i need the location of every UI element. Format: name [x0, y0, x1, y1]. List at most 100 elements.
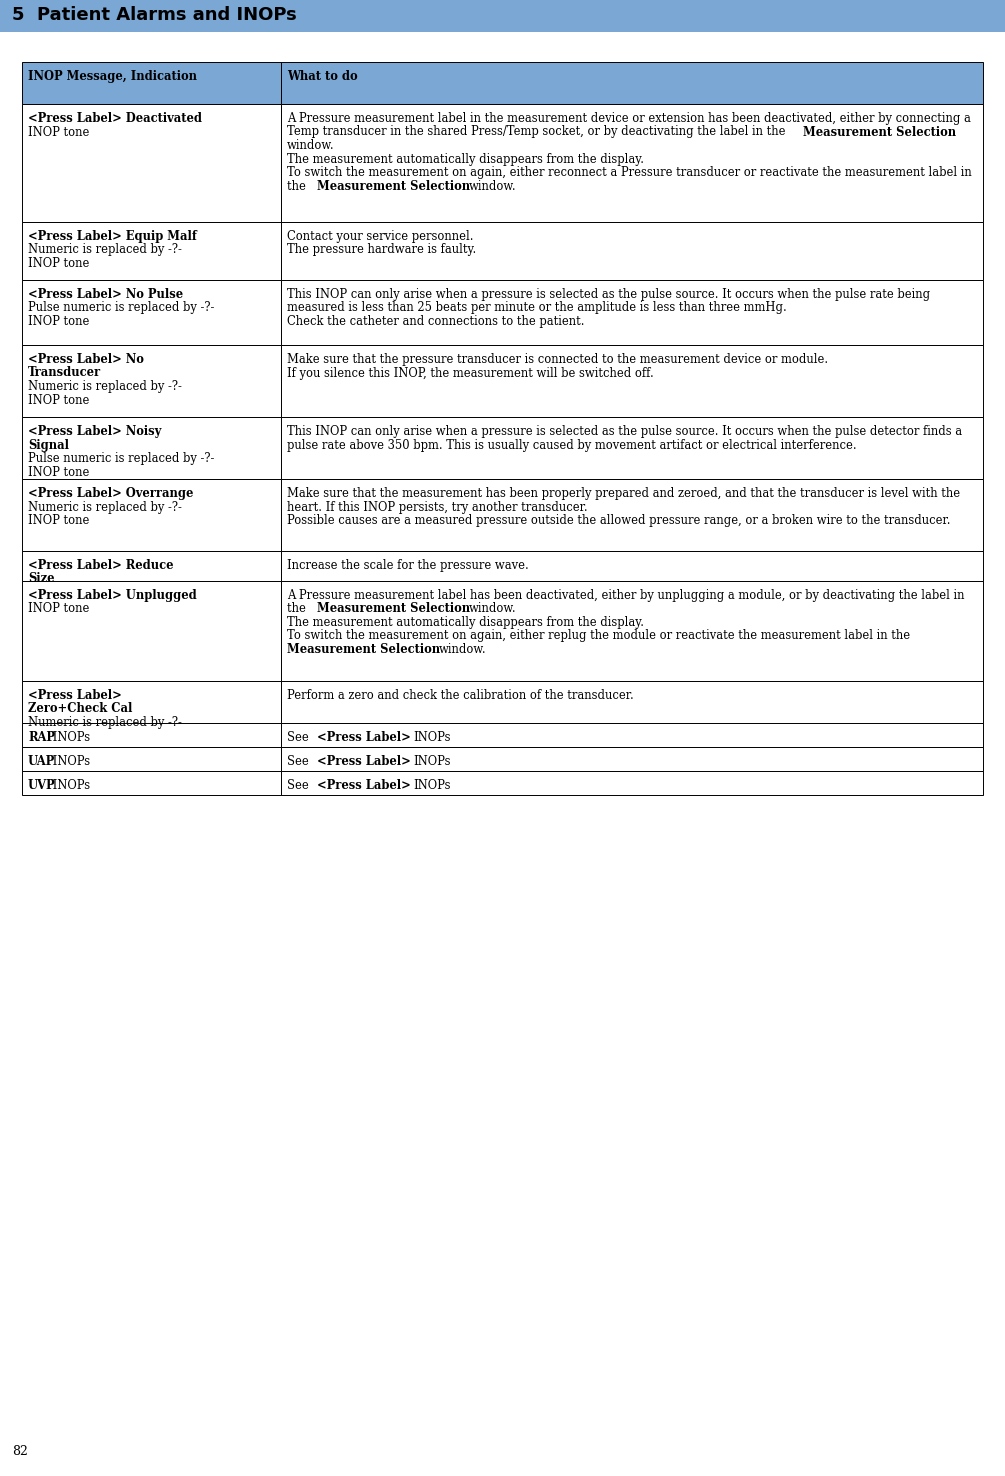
Text: INOP tone: INOP tone	[28, 514, 89, 527]
Text: If you silence this INOP, the measurement will be switched off.: If you silence this INOP, the measuremen…	[287, 366, 653, 379]
Text: the: the	[287, 180, 314, 192]
Text: window.: window.	[469, 180, 517, 192]
FancyBboxPatch shape	[22, 103, 281, 221]
Text: Temp transducer in the shared Press/Temp socket, or by deactivating the label in: Temp transducer in the shared Press/Temp…	[287, 125, 793, 139]
Text: Pulse numeric is replaced by -?-: Pulse numeric is replaced by -?-	[28, 301, 214, 314]
FancyBboxPatch shape	[281, 582, 983, 680]
Text: Numeric is replaced by -?-: Numeric is replaced by -?-	[28, 244, 182, 257]
Text: INOPs: INOPs	[414, 779, 451, 793]
Text: measured is less than 25 beats per minute or the amplitude is less than three mm: measured is less than 25 beats per minut…	[287, 301, 787, 314]
Text: <Press Label> No: <Press Label> No	[28, 353, 144, 366]
Text: <Press Label> No Pulse: <Press Label> No Pulse	[28, 288, 183, 301]
Text: Possible causes are a measured pressure outside the allowed pressure range, or a: Possible causes are a measured pressure …	[287, 514, 951, 527]
FancyBboxPatch shape	[22, 418, 281, 480]
Text: INOPs: INOPs	[414, 731, 451, 744]
Text: INOPs: INOPs	[49, 756, 89, 768]
Text: INOP tone: INOP tone	[28, 257, 89, 270]
Text: Measurement Selection: Measurement Selection	[287, 644, 444, 655]
Text: Pulse numeric is replaced by -?-: Pulse numeric is replaced by -?-	[28, 452, 214, 465]
FancyBboxPatch shape	[281, 62, 983, 103]
FancyBboxPatch shape	[22, 280, 281, 345]
Text: The measurement automatically disappears from the display.: The measurement automatically disappears…	[287, 615, 644, 629]
Text: window.: window.	[287, 139, 335, 152]
Text: Make sure that the pressure transducer is connected to the measurement device or: Make sure that the pressure transducer i…	[287, 353, 828, 366]
Text: A Pressure measurement label in the measurement device or extension has been dea: A Pressure measurement label in the meas…	[287, 112, 971, 125]
Text: <Press Label>: <Press Label>	[317, 731, 415, 744]
Text: Make sure that the measurement has been properly prepared and zeroed, and that t: Make sure that the measurement has been …	[287, 487, 960, 500]
FancyBboxPatch shape	[22, 221, 281, 280]
Text: Increase the scale for the pressure wave.: Increase the scale for the pressure wave…	[287, 559, 529, 573]
Text: The pressure hardware is faulty.: The pressure hardware is faulty.	[287, 244, 476, 257]
Text: Numeric is replaced by -?-: Numeric is replaced by -?-	[28, 716, 182, 729]
Text: See: See	[287, 779, 316, 793]
FancyBboxPatch shape	[22, 551, 281, 582]
FancyBboxPatch shape	[22, 62, 281, 103]
FancyBboxPatch shape	[22, 747, 281, 770]
Text: 82: 82	[12, 1445, 28, 1458]
FancyBboxPatch shape	[22, 723, 281, 747]
Text: Measurement Selection: Measurement Selection	[317, 180, 474, 192]
Text: INOP Message, Indication: INOP Message, Indication	[28, 69, 197, 83]
FancyBboxPatch shape	[22, 680, 281, 723]
Text: What to do: What to do	[287, 69, 358, 83]
Text: INOP tone: INOP tone	[28, 465, 89, 478]
Text: INOPs: INOPs	[414, 756, 451, 768]
Text: Perform a zero and check the calibration of the transducer.: Perform a zero and check the calibration…	[287, 689, 634, 703]
Text: UVP: UVP	[28, 779, 55, 793]
FancyBboxPatch shape	[22, 345, 281, 418]
FancyBboxPatch shape	[281, 345, 983, 418]
FancyBboxPatch shape	[281, 551, 983, 582]
FancyBboxPatch shape	[281, 723, 983, 747]
Text: INOP tone: INOP tone	[28, 314, 89, 328]
Text: <Press Label>: <Press Label>	[28, 689, 122, 703]
Text: A Pressure measurement label has been deactivated, either by unplugging a module: A Pressure measurement label has been de…	[287, 589, 965, 602]
FancyBboxPatch shape	[281, 680, 983, 723]
FancyBboxPatch shape	[281, 280, 983, 345]
FancyBboxPatch shape	[22, 582, 281, 680]
Text: Signal: Signal	[28, 438, 69, 452]
Text: INOP tone: INOP tone	[28, 125, 89, 139]
Text: Numeric is replaced by -?-: Numeric is replaced by -?-	[28, 500, 182, 514]
Text: <Press Label> Overrange: <Press Label> Overrange	[28, 487, 193, 500]
Text: To switch the measurement on again, either replug the module or reactivate the m: To switch the measurement on again, eith…	[287, 629, 914, 642]
FancyBboxPatch shape	[281, 747, 983, 770]
Text: <Press Label> Equip Malf: <Press Label> Equip Malf	[28, 230, 197, 244]
Text: See: See	[287, 756, 316, 768]
FancyBboxPatch shape	[22, 480, 281, 551]
Text: See: See	[287, 731, 316, 744]
Text: <Press Label>: <Press Label>	[317, 756, 415, 768]
Text: 5  Patient Alarms and INOPs: 5 Patient Alarms and INOPs	[12, 6, 296, 24]
Text: Transducer: Transducer	[28, 366, 102, 379]
Text: The measurement automatically disappears from the display.: The measurement automatically disappears…	[287, 152, 644, 165]
FancyBboxPatch shape	[281, 418, 983, 480]
Text: window.: window.	[469, 602, 517, 615]
Text: <Press Label> Noisy: <Press Label> Noisy	[28, 425, 161, 438]
Text: INOPs: INOPs	[49, 731, 89, 744]
FancyBboxPatch shape	[281, 103, 983, 221]
Text: <Press Label> Deactivated: <Press Label> Deactivated	[28, 112, 202, 125]
FancyBboxPatch shape	[0, 0, 1005, 32]
Text: This INOP can only arise when a pressure is selected as the pulse source. It occ: This INOP can only arise when a pressure…	[287, 288, 930, 301]
FancyBboxPatch shape	[22, 770, 281, 796]
Text: Check the catheter and connections to the patient.: Check the catheter and connections to th…	[287, 314, 585, 328]
Text: Zero+Check Cal: Zero+Check Cal	[28, 703, 133, 716]
Text: <Press Label> Reduce: <Press Label> Reduce	[28, 559, 174, 573]
Text: <Press Label> Unplugged: <Press Label> Unplugged	[28, 589, 197, 602]
FancyBboxPatch shape	[281, 221, 983, 280]
Text: pulse rate above 350 bpm. This is usually caused by movement artifact or electri: pulse rate above 350 bpm. This is usuall…	[287, 438, 856, 452]
Text: RAP: RAP	[28, 731, 55, 744]
Text: This INOP can only arise when a pressure is selected as the pulse source. It occ: This INOP can only arise when a pressure…	[287, 425, 962, 438]
Text: Size: Size	[28, 573, 54, 586]
Text: Measurement Selection: Measurement Selection	[803, 125, 960, 139]
Text: UAP: UAP	[28, 756, 55, 768]
Text: INOP tone: INOP tone	[28, 394, 89, 406]
Text: Numeric is replaced by -?-: Numeric is replaced by -?-	[28, 379, 182, 393]
Text: window.: window.	[439, 644, 486, 655]
Text: <Press Label>: <Press Label>	[317, 779, 415, 793]
FancyBboxPatch shape	[281, 480, 983, 551]
Text: the: the	[287, 602, 314, 615]
Text: INOP tone: INOP tone	[28, 602, 89, 615]
FancyBboxPatch shape	[281, 770, 983, 796]
Text: To switch the measurement on again, either reconnect a Pressure transducer or re: To switch the measurement on again, eith…	[287, 165, 972, 179]
Text: heart. If this INOP persists, try another transducer.: heart. If this INOP persists, try anothe…	[287, 500, 588, 514]
